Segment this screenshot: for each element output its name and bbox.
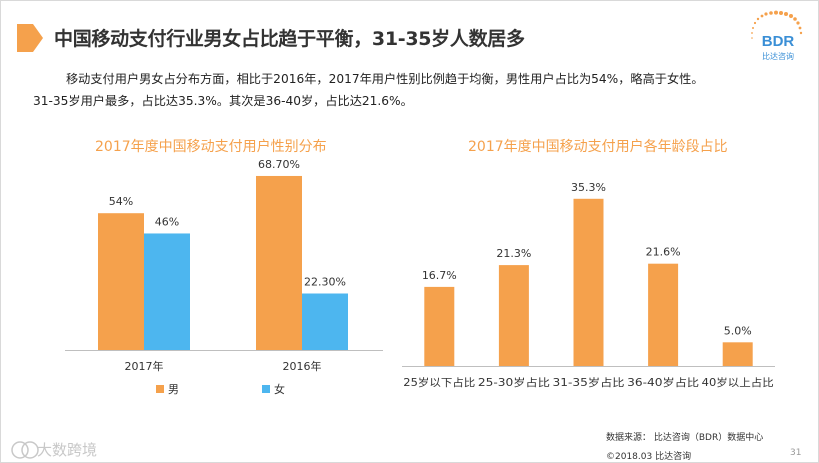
age-bar-1 [498, 265, 529, 366]
age-bar-4 [722, 342, 753, 366]
age-bar-label: 21.6% [646, 246, 681, 259]
gender-bar-male-0 [98, 213, 144, 350]
age-bar-label: 5.0% [724, 324, 752, 337]
page-number: 31 [790, 448, 802, 458]
age-bar-label: 21.3% [496, 247, 531, 260]
source-note: 数据来源： 比达咨询（BDR）数据中心 [606, 433, 764, 443]
gender-bar-label: 46% [155, 215, 179, 228]
legend-label-male: 男 [168, 383, 179, 396]
gender-bar-label: 68.70% [258, 158, 300, 171]
watermark-logo-icon [11, 441, 39, 459]
bdr-logo: BDR 比达咨询 [751, 10, 803, 61]
age-bar-2 [573, 198, 604, 366]
age-x-tick: 40岁以上占比 [702, 376, 774, 389]
gender-bar-label: 22.30% [304, 276, 346, 289]
legend-swatch-male [156, 385, 164, 393]
title-marker-icon [17, 24, 43, 52]
age-bar-0 [424, 286, 455, 366]
gender-bar-male-1 [256, 175, 302, 350]
watermark-text: 大数跨境 [37, 441, 98, 459]
page-title: 中国移动支付行业男女占比趋于平衡，31-35岁人数居多 [54, 28, 525, 50]
age-x-tick: 31-35岁占比 [553, 376, 625, 389]
age-x-tick: 25-30岁占比 [478, 376, 550, 389]
age-x-tick: 25岁以下占比 [403, 376, 475, 389]
svg-text:BDR: BDR [762, 33, 795, 50]
age-chart: 16.7% 25岁以下占比 21.3% 25-30岁占比 35.3% 31-35岁占比 21… [402, 181, 775, 389]
age-chart-title: 2017年度中国移动支付用户各年龄段占比 [468, 139, 728, 155]
svg-text:比达咨询: 比达咨询 [762, 51, 794, 61]
gender-bar-female-1 [302, 293, 348, 350]
legend-swatch-female [262, 385, 270, 393]
legend-label-female: 女 [274, 382, 285, 396]
gender-bar-female-0 [144, 233, 190, 350]
intro-line-1: 移动支付用户男女占分布方面，相比于2016年，2017年用户性别比例趋于均衡，男… [66, 72, 704, 86]
age-bar-label: 35.3% [571, 181, 606, 194]
gender-x-tick: 2016年 [283, 359, 322, 373]
gender-x-tick: 2017年 [125, 359, 164, 373]
gender-chart-title: 2017年度中国移动支付用户性别分布 [95, 139, 327, 155]
age-bar-label: 16.7% [422, 269, 457, 282]
gender-bar-label: 54% [109, 195, 133, 208]
intro-text: 移动支付用户男女占分布方面，相比于2016年，2017年用户性别比例趋于均衡，男… [33, 68, 783, 112]
copyright: ©2018.03 比达咨询 [606, 452, 692, 462]
intro-line-2: 31-35岁用户最多，占比达35.3%。其次是36-40岁，占比达21.6%。 [33, 94, 413, 108]
age-bar-3 [648, 263, 679, 366]
age-x-tick: 36-40岁占比 [627, 376, 699, 389]
